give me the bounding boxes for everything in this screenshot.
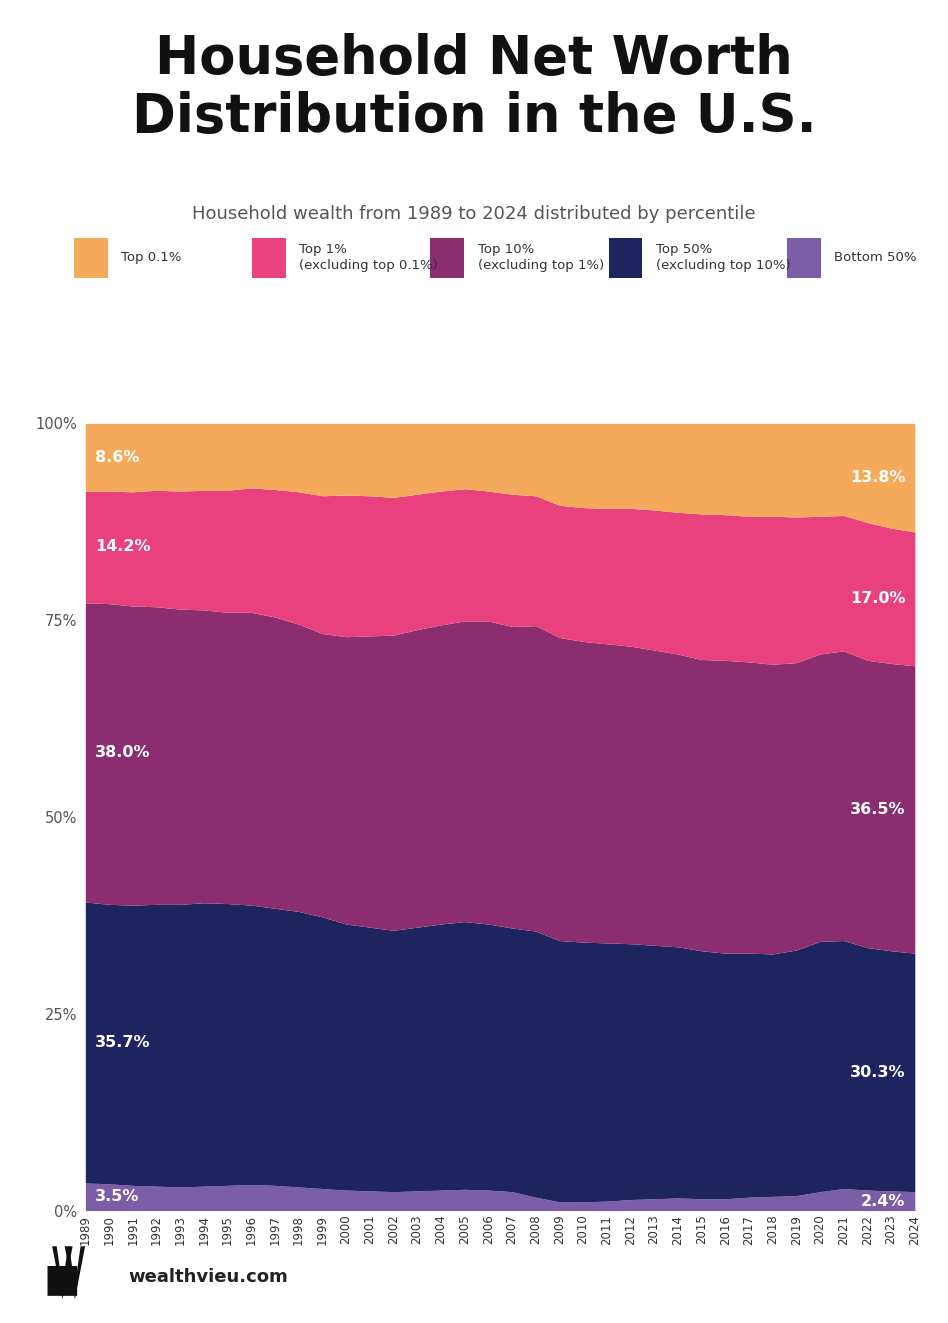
Text: 14.2%: 14.2%: [95, 540, 151, 554]
Text: Top 1%
(excluding top 0.1%): Top 1% (excluding top 0.1%): [300, 243, 438, 273]
Text: Household wealth from 1989 to 2024 distributed by percentile: Household wealth from 1989 to 2024 distr…: [192, 205, 756, 224]
Polygon shape: [64, 1246, 85, 1299]
Bar: [430, 238, 465, 278]
Text: Top 0.1%: Top 0.1%: [121, 251, 181, 263]
Text: 30.3%: 30.3%: [849, 1065, 905, 1080]
Polygon shape: [52, 1246, 73, 1299]
Bar: [252, 238, 286, 278]
Bar: [74, 238, 108, 278]
Text: 35.7%: 35.7%: [95, 1035, 151, 1050]
Bar: [609, 238, 643, 278]
Text: 2.4%: 2.4%: [861, 1193, 905, 1209]
Text: wealthvieu.com: wealthvieu.com: [128, 1267, 288, 1286]
Text: Bottom 50%: Bottom 50%: [834, 251, 917, 263]
Text: Household Net Worth
Distribution in the U.S.: Household Net Worth Distribution in the …: [132, 33, 816, 143]
Text: 13.8%: 13.8%: [849, 470, 905, 486]
Text: 36.5%: 36.5%: [849, 802, 905, 818]
Text: Top 50%
(excluding top 10%): Top 50% (excluding top 10%): [656, 243, 791, 273]
Text: ■: ■: [44, 1261, 80, 1298]
Text: 3.5%: 3.5%: [95, 1189, 139, 1204]
Text: 38.0%: 38.0%: [95, 745, 151, 759]
Text: 8.6%: 8.6%: [95, 450, 139, 464]
Bar: [787, 238, 821, 278]
Text: 17.0%: 17.0%: [849, 591, 905, 606]
Text: Top 10%
(excluding top 1%): Top 10% (excluding top 1%): [478, 243, 604, 273]
